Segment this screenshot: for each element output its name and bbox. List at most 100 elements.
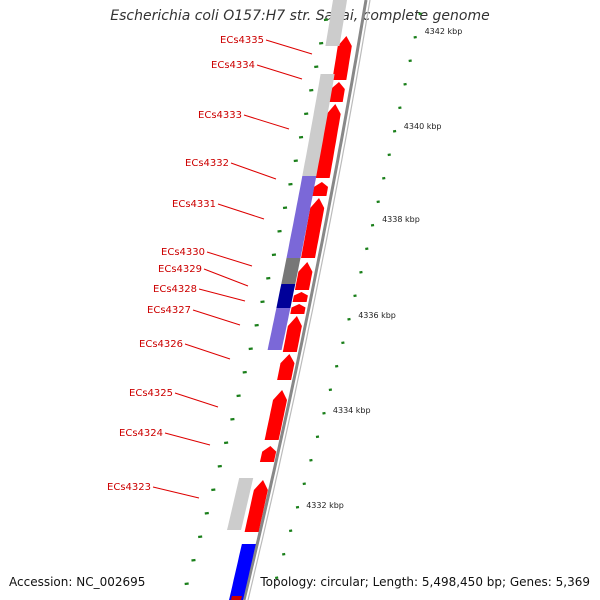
gene-label-leader	[152, 486, 200, 499]
gene-label-leader	[265, 39, 313, 55]
forward-cds-block	[244, 480, 268, 532]
forward-cds-block	[294, 262, 313, 290]
reverse-cds-block	[267, 308, 291, 350]
gene-label-leader	[174, 392, 219, 408]
gene-label: ECs4334	[211, 60, 255, 71]
backbone-line	[242, 0, 368, 600]
scale-tick	[365, 247, 369, 251]
gc-skew-mark	[236, 394, 241, 398]
scale-label: 4338 kbp	[382, 215, 420, 224]
topology-text: Topology: circular; Length: 5,498,450 bp…	[260, 575, 590, 589]
scale-tick	[398, 106, 402, 110]
scale-tick	[341, 341, 345, 345]
gc-skew-mark	[304, 112, 309, 116]
scale-tick	[382, 176, 386, 180]
forward-cds-block	[277, 354, 295, 380]
accession-text: Accession: NC_002695	[9, 575, 146, 589]
reverse-cds-block	[276, 284, 296, 308]
forward-cds-block	[301, 198, 325, 258]
gene-label-leader	[164, 432, 211, 446]
reverse-cds-block	[286, 176, 317, 258]
scale-tick	[295, 505, 300, 509]
forward-cds-block	[332, 36, 352, 80]
scale-track: 4342 kbp 4340 kbp 4338 kbp 4336 kbp 4334 kbp…	[274, 12, 463, 580]
reverse-cds-block	[227, 478, 254, 530]
reverse-strand-track	[227, 0, 347, 530]
gc-skew-mark	[298, 135, 304, 139]
gc-skew-mark	[223, 441, 229, 445]
scale-tick	[403, 82, 407, 86]
scale-label: 4336 kbp	[358, 311, 396, 320]
gene-labels: ECs4335 ECs4334 ECs4333 ECs4332 ECs4331 ECs43…	[107, 35, 264, 493]
scale-tick	[309, 458, 313, 462]
gc-skew-mark	[204, 511, 209, 515]
gene-label-leader	[217, 203, 265, 220]
gc-skew-mark	[277, 229, 282, 233]
gene-label: ECs4328	[153, 284, 197, 295]
forward-cds-block	[290, 304, 306, 314]
scale-tick	[334, 364, 339, 368]
scale-tick	[376, 200, 380, 204]
gc-skew-mark	[288, 182, 293, 186]
gene-label: ECs4325	[129, 388, 173, 399]
gene-label-leader	[243, 114, 290, 130]
gc-skew-mark	[211, 488, 216, 492]
label-leaders	[152, 39, 313, 499]
forward-cds-block	[264, 390, 287, 440]
forward-cds-block	[259, 446, 277, 462]
scale-tick	[282, 552, 286, 556]
gc-skew-mark	[319, 41, 324, 45]
gc-skew-mark	[271, 253, 277, 257]
gc-skew-mark	[260, 300, 265, 304]
reverse-cds-block	[302, 74, 335, 176]
scale-label: 4342 kbp	[425, 27, 463, 36]
gc-skew-mark	[282, 206, 288, 210]
scale-tick	[315, 435, 320, 439]
scale-tick	[328, 388, 333, 392]
gene-label: ECs4332	[185, 158, 229, 169]
gc-skew-mark	[184, 582, 189, 586]
gc-skew-mark	[323, 18, 329, 22]
scale-tick	[302, 482, 306, 486]
reverse-cds-block	[325, 0, 347, 46]
gene-label-leader	[206, 251, 253, 267]
scale-label: 4334 kbp	[333, 406, 371, 415]
gene-label: ECs4331	[172, 199, 216, 210]
forward-cds-block	[315, 104, 341, 178]
scale-tick	[370, 223, 375, 227]
gene-label: ECs4327	[147, 305, 191, 316]
gc-skew-mark	[248, 347, 253, 351]
forward-cds-block	[292, 292, 308, 302]
forward-cds-block	[328, 82, 345, 102]
gc-skew-mark	[309, 88, 314, 92]
gene-label: ECs4324	[119, 428, 163, 439]
map-title: Escherichia coli O157:H7 str. Sakai, com…	[110, 8, 490, 24]
forward-blue-block	[229, 544, 256, 600]
gene-label-leader	[184, 343, 231, 360]
scale-tick	[288, 529, 293, 533]
scale-tick	[387, 153, 391, 157]
gc-skew-mark	[198, 535, 203, 539]
gc-skew-mark	[217, 464, 222, 468]
forward-cds-block	[282, 316, 302, 352]
gc-skew-mark	[191, 558, 196, 562]
gc-skew-mark	[314, 65, 319, 69]
forward-strand-track	[229, 36, 352, 600]
gene-label-leader	[256, 64, 303, 80]
gc-skew-mark	[254, 323, 259, 327]
gene-label: ECs4335	[220, 35, 264, 46]
gene-label-leader	[198, 288, 246, 302]
forward-partial-block	[231, 596, 242, 600]
gc-skew-mark	[266, 276, 271, 280]
gene-label: ECs4330	[161, 247, 205, 258]
gc-skew-mark	[293, 159, 298, 163]
gene-label: ECs4326	[139, 339, 183, 350]
gene-label-leader	[230, 162, 277, 180]
scale-tick	[353, 294, 357, 298]
scale-label: 4332 kbp	[306, 501, 344, 510]
gc-skew-mark	[242, 370, 247, 374]
gene-label: ECs4323	[107, 482, 151, 493]
scale-tick	[322, 411, 326, 415]
